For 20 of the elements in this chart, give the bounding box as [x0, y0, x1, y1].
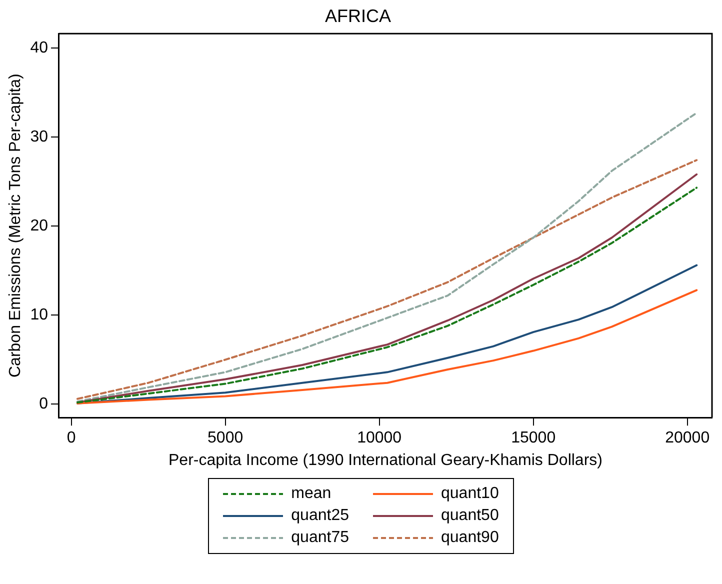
- legend-label: quant50: [441, 507, 499, 525]
- x-axis-title: Per-capita Income (1990 International Geary-Khamis Dollars): [168, 452, 602, 469]
- legend-label: quant90: [441, 529, 499, 547]
- y-tick-label: 30: [30, 128, 48, 146]
- legend-label: quant10: [441, 485, 499, 503]
- y-axis-title: Carbon Emissions (Metric Tons Per-capita): [7, 74, 24, 378]
- x-tick-label: 0: [66, 430, 76, 447]
- legend-label: quant25: [291, 507, 349, 525]
- chart-title: AFRICA: [324, 6, 392, 26]
- legend-label: mean: [291, 485, 332, 503]
- x-tick-label: 20000: [665, 430, 710, 447]
- x-tick-label: 15000: [511, 430, 556, 447]
- y-tick-label: 20: [30, 217, 48, 234]
- y-tick-label: 10: [30, 306, 48, 324]
- line-series: [76, 112, 698, 403]
- y-tick-label: 40: [30, 39, 48, 56]
- x-tick-label: 5000: [208, 430, 244, 447]
- x-tick-label: 10000: [357, 430, 402, 447]
- legend-label: quant75: [291, 529, 349, 547]
- y-tick-label: 0: [39, 396, 48, 413]
